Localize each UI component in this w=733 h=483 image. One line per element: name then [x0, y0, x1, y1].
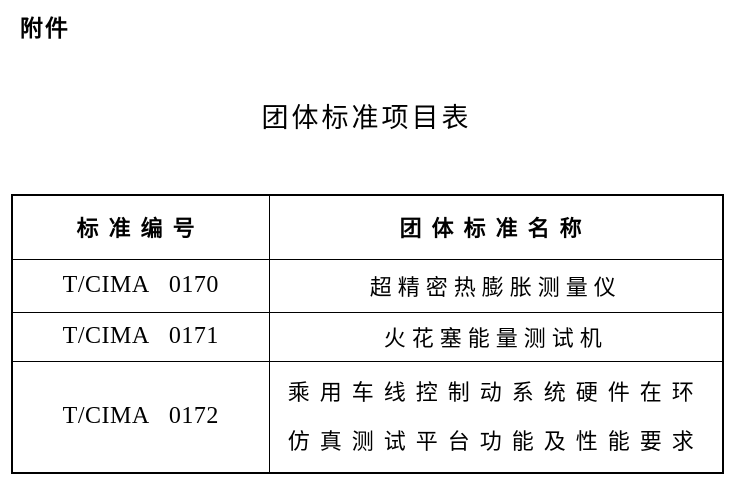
standard-name-cell: 火花塞能量测试机: [268, 311, 724, 362]
attachment-label: 附件: [20, 16, 70, 42]
column-header-standard-code: 标准编号: [11, 194, 270, 260]
standard-code-cell: T/CIMA 0170: [11, 258, 270, 313]
standard-code-cell: T/CIMA 0172: [11, 360, 270, 474]
standards-table: 标准编号 团体标准名称 T/CIMA 0170 超精密热膨胀测量仪 T/CIMA…: [11, 194, 724, 474]
table-header: 标准编号 团体标准名称: [11, 194, 724, 260]
standard-code-cell: T/CIMA 0171: [11, 311, 270, 362]
page-title: 团体标准项目表: [261, 103, 472, 133]
table-body: T/CIMA 0170 超精密热膨胀测量仪 T/CIMA 0171 火花塞能量测…: [11, 258, 724, 474]
standard-name-cell: 超精密热膨胀测量仪: [268, 258, 724, 313]
standard-name-cell: 乘用车线控制动系统硬件在环 仿真测试平台功能及性能要求: [268, 360, 724, 474]
column-header-standard-name: 团体标准名称: [268, 194, 724, 260]
table-row: T/CIMA 0171 火花塞能量测试机: [11, 311, 724, 362]
table-header-row: 标准编号 团体标准名称: [11, 194, 724, 260]
table-row: T/CIMA 0170 超精密热膨胀测量仪: [11, 258, 724, 313]
table-row: T/CIMA 0172 乘用车线控制动系统硬件在环 仿真测试平台功能及性能要求: [11, 360, 724, 474]
